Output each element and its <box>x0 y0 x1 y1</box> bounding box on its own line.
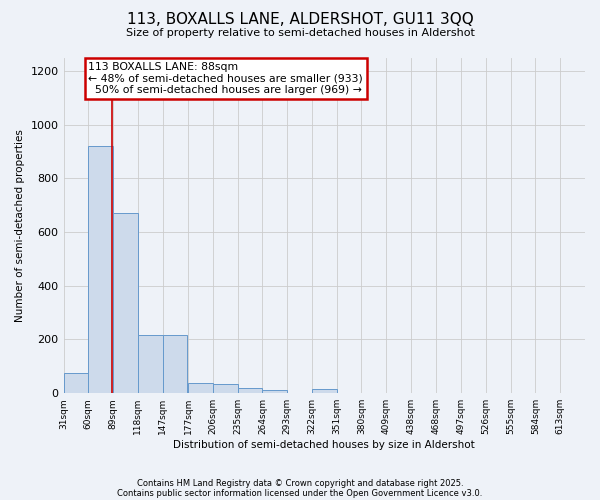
Bar <box>188 383 213 393</box>
Bar <box>64 373 88 393</box>
Bar <box>138 336 163 393</box>
Bar <box>238 388 262 393</box>
Bar <box>262 390 287 393</box>
Bar <box>113 214 138 393</box>
Bar <box>88 146 113 393</box>
Bar <box>163 336 187 393</box>
Text: 113 BOXALLS LANE: 88sqm
← 48% of semi-detached houses are smaller (933)
  50% of: 113 BOXALLS LANE: 88sqm ← 48% of semi-de… <box>88 62 363 94</box>
Text: Contains public sector information licensed under the Open Government Licence v3: Contains public sector information licen… <box>118 488 482 498</box>
Text: Contains HM Land Registry data © Crown copyright and database right 2025.: Contains HM Land Registry data © Crown c… <box>137 478 463 488</box>
Bar <box>213 384 238 393</box>
Text: Size of property relative to semi-detached houses in Aldershot: Size of property relative to semi-detach… <box>125 28 475 38</box>
Y-axis label: Number of semi-detached properties: Number of semi-detached properties <box>15 129 25 322</box>
Bar <box>312 389 337 393</box>
X-axis label: Distribution of semi-detached houses by size in Aldershot: Distribution of semi-detached houses by … <box>173 440 475 450</box>
Text: 113, BOXALLS LANE, ALDERSHOT, GU11 3QQ: 113, BOXALLS LANE, ALDERSHOT, GU11 3QQ <box>127 12 473 28</box>
